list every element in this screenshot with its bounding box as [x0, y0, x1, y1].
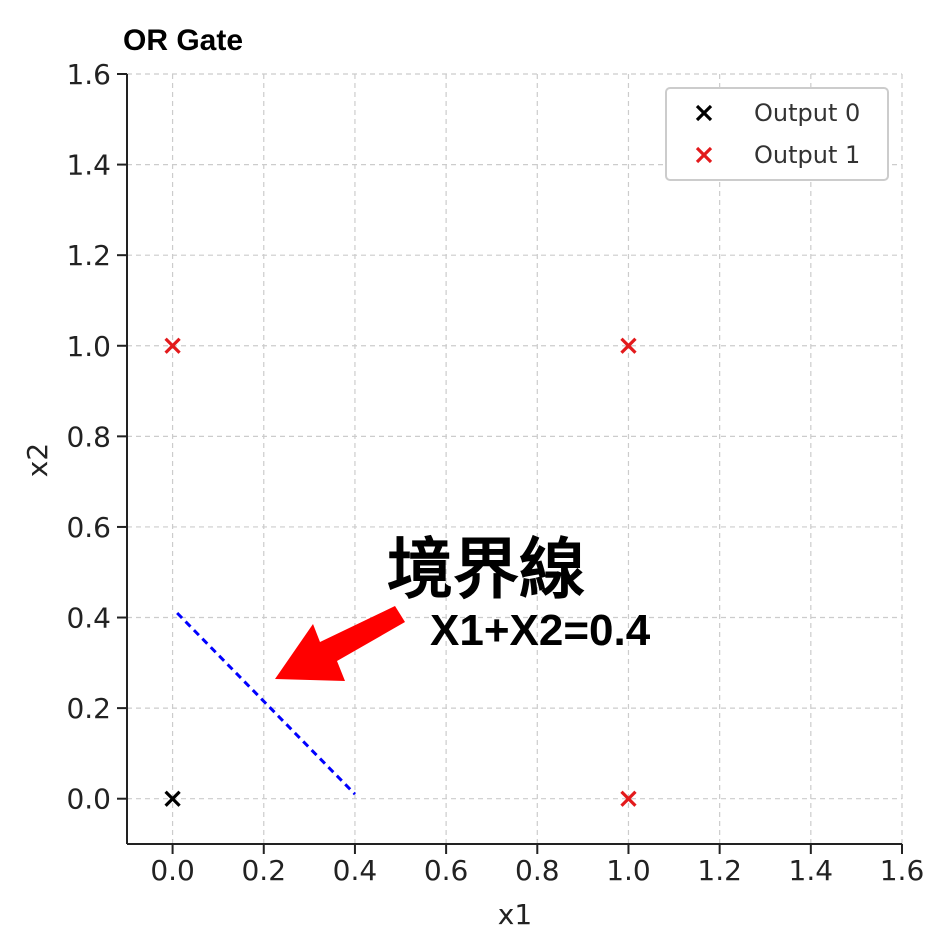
- x-tick-label: 0.6: [424, 854, 469, 887]
- x-tick-label: 1.2: [697, 854, 742, 887]
- x-tick-label: 0.4: [333, 854, 378, 887]
- grid-lines: [127, 73, 903, 844]
- legend-frame: [665, 87, 889, 181]
- x-tick-label: 0.2: [241, 854, 286, 887]
- legend: Output 0 Output 1: [665, 87, 889, 181]
- legend-marker-output-1: [695, 146, 713, 164]
- legend-x-icon: [695, 104, 713, 122]
- x-tick-label: 1.4: [789, 854, 834, 887]
- y-tick-label: 1.0: [66, 330, 111, 363]
- output-1-point: [620, 790, 637, 807]
- output-1-point: [620, 337, 637, 354]
- annotation-title: 境界線: [387, 531, 585, 608]
- annotation-equation: X1+X2=0.4: [430, 606, 651, 655]
- y-tick-label: 0.2: [66, 692, 111, 725]
- x-axis-label: x1: [498, 898, 532, 931]
- x-tick-label: 1.6: [880, 854, 925, 887]
- x-tick-label: 0.0: [150, 854, 195, 887]
- output-0-point: [164, 790, 181, 807]
- y-tick-label: 1.2: [66, 239, 111, 272]
- annotation-arrow: [275, 606, 405, 681]
- y-tick-label: 1.6: [66, 58, 111, 91]
- axes: [117, 73, 903, 854]
- boundary-annotation: 境界線 X1+X2=0.4: [275, 531, 651, 681]
- legend-x-icon: [695, 146, 713, 164]
- boundary-line: [176, 611, 357, 796]
- chart-title: OR Gate: [123, 24, 243, 57]
- data-points: [164, 337, 637, 807]
- output-1-point: [164, 337, 181, 354]
- decision-boundary: [176, 611, 357, 796]
- y-tick-label: 0.6: [66, 511, 111, 544]
- y-tick-label: 0.0: [66, 783, 111, 816]
- legend-label-output-0: Output 0: [754, 99, 860, 127]
- y-tick-label: 0.4: [66, 602, 111, 635]
- y-tick-label: 0.8: [66, 420, 111, 453]
- y-tick-label: 1.4: [66, 149, 111, 182]
- legend-label-output-1: Output 1: [754, 141, 860, 169]
- legend-marker-output-0: [695, 104, 713, 122]
- x-tick-label: 0.8: [515, 854, 560, 887]
- x-tick-label: 1.0: [606, 854, 651, 887]
- tick-labels: 0.0 0.2 0.4 0.6 0.8 1.0 1.2 1.4 1.6 0.0 0.2 0.4 0.6 0…: [66, 58, 924, 887]
- y-axis-label: x2: [21, 443, 54, 477]
